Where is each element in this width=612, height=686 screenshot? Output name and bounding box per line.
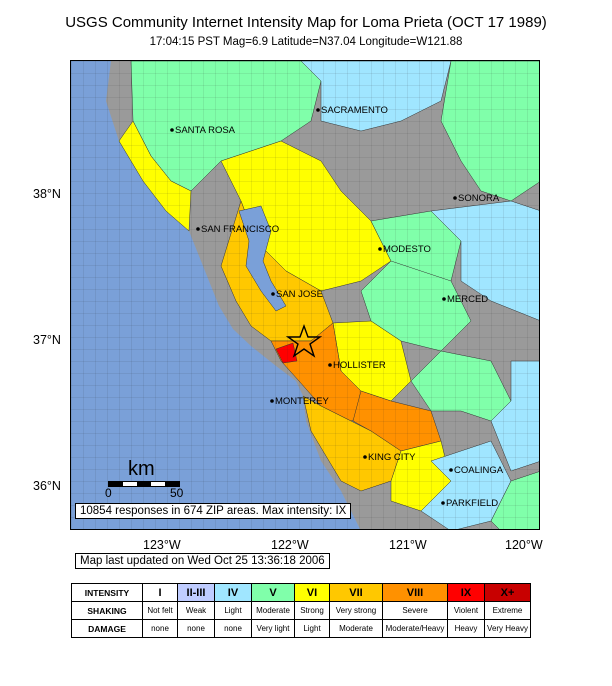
lon-label-122: 122°W: [271, 538, 309, 552]
city-marker-icon: [328, 363, 332, 367]
legend-shaking-cell: Not felt: [142, 601, 178, 620]
legend-damage-cell: Very light: [251, 619, 295, 638]
lat-label-38: 38°N: [33, 187, 61, 201]
legend-shaking-cell: Weak: [177, 601, 215, 620]
city-marker-icon: [196, 227, 200, 231]
legend-damage-cell: Light: [294, 619, 330, 638]
city-marker-icon: [441, 501, 445, 505]
legend-shaking-cell: Extreme: [484, 601, 531, 620]
city-marker-icon: [270, 399, 274, 403]
legend-intensity-cell: VIII: [382, 583, 448, 602]
legend-damage-cell: Heavy: [447, 619, 485, 638]
map-title: USGS Community Internet Intensity Map fo…: [65, 14, 547, 31]
lon-label-121: 121°W: [389, 538, 427, 552]
legend-header-intensity: INTENSITY: [71, 583, 143, 602]
city-marker-icon: [363, 455, 367, 459]
san-francisco-bay: [238, 205, 287, 312]
lon-label-123: 123°W: [143, 538, 181, 552]
lon-label-120: 120°W: [505, 538, 543, 552]
legend-damage-cell: none: [142, 619, 178, 638]
legend-shaking-cell: Moderate: [251, 601, 295, 620]
city-marker-icon: [453, 196, 457, 200]
stats-box: 10854 responses in 674 ZIP areas. Max in…: [75, 503, 352, 519]
city-label: SAN FRANCISCO: [201, 224, 279, 235]
city-marker-icon: [170, 128, 174, 132]
lat-label-36: 36°N: [33, 479, 61, 493]
intensity-map[interactable]: SACRAMENTO SANTA ROSA SONORA SAN FRANCISCO M…: [70, 60, 540, 530]
city-label: COALINGA: [454, 465, 504, 476]
city-label: PARKFIELD: [446, 498, 498, 509]
city-label: HOLLISTER: [333, 360, 386, 371]
map-svg: SACRAMENTO SANTA ROSA SONORA SAN FRANCISCO M…: [71, 61, 539, 529]
legend-damage-cell: Very Heavy: [484, 619, 531, 638]
legend-shaking-cell: Strong: [294, 601, 330, 620]
city-label: MODESTO: [383, 244, 431, 255]
legend-intensity-cell: I: [142, 583, 178, 602]
legend-intensity-cell: IX: [447, 583, 485, 602]
legend-shaking-row: SHAKING Not felt Weak Light Moderate Strong V…: [71, 601, 531, 620]
city-label: MONTEREY: [275, 396, 330, 407]
city-label: KING CITY: [368, 452, 416, 463]
legend-intensity-cell: VII: [329, 583, 383, 602]
intensity-regions: [71, 61, 539, 529]
legend-header-damage: DAMAGE: [71, 619, 143, 638]
map-subtitle: 17:04:15 PST Mag=6.9 Latitude=N37.04 Lon…: [149, 36, 463, 48]
city-marker-icon: [316, 108, 320, 112]
legend-intensity-row: INTENSITY I II-III IV V VI VII VIII IX X+: [71, 583, 531, 602]
legend-intensity-cell: V: [251, 583, 295, 602]
legend-intensity-cell: VI: [294, 583, 330, 602]
city-marker-icon: [442, 297, 446, 301]
scale-max: 50: [170, 486, 184, 500]
legend-shaking-cell: Severe: [382, 601, 448, 620]
city-label: SAN JOSE: [276, 289, 323, 300]
city-marker-icon: [378, 247, 382, 251]
intensity-legend: INTENSITY I II-III IV V VI VII VIII IX X+ SHAKIN…: [71, 583, 531, 638]
city-label: SACRAMENTO: [321, 105, 388, 116]
legend-damage-cell: Moderate: [329, 619, 383, 638]
legend-header-shaking: SHAKING: [71, 601, 143, 620]
scale-bar: km 0 50: [105, 458, 198, 508]
lat-label-37: 37°N: [33, 333, 61, 347]
scale-ruler: [108, 481, 180, 487]
legend-intensity-cell: IV: [214, 583, 252, 602]
legend-intensity-cell: X+: [484, 583, 531, 602]
legend-intensity-cell: II-III: [177, 583, 215, 602]
legend-damage-cell: none: [177, 619, 215, 638]
epicenter-star-icon: [285, 323, 323, 358]
legend-shaking-cell: Light: [214, 601, 252, 620]
scale-unit: km: [128, 458, 155, 480]
updated-box: Map last updated on Wed Oct 25 13:36:18 …: [75, 553, 330, 569]
scale-min: 0: [105, 486, 112, 500]
legend-shaking-cell: Violent: [447, 601, 485, 620]
city-marker-icon: [271, 292, 275, 296]
city-label: SANTA ROSA: [175, 125, 236, 136]
legend-damage-row: DAMAGE none none none Very light Light Modera…: [71, 619, 531, 638]
legend-shaking-cell: Very strong: [329, 601, 383, 620]
city-label: SONORA: [458, 193, 500, 204]
legend-damage-cell: none: [214, 619, 252, 638]
city-marker-icon: [449, 468, 453, 472]
legend-damage-cell: Moderate/Heavy: [382, 619, 448, 638]
city-label: MERCED: [447, 294, 488, 305]
city-layer: SACRAMENTO SANTA ROSA SONORA SAN FRANCISCO M…: [170, 105, 504, 509]
